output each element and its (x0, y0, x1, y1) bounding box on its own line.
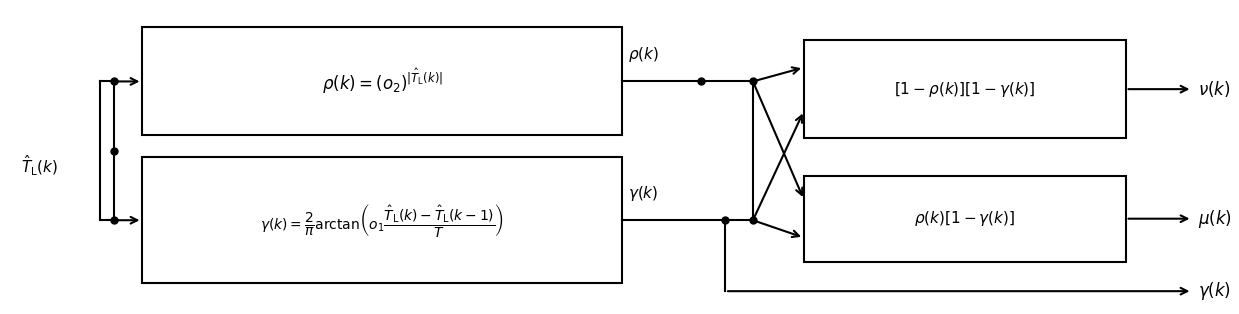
Text: $\gamma(k)$: $\gamma(k)$ (1198, 280, 1232, 302)
FancyBboxPatch shape (804, 40, 1125, 138)
Text: $\gamma(k)$: $\gamma(k)$ (628, 184, 658, 203)
FancyBboxPatch shape (804, 176, 1125, 262)
FancyBboxPatch shape (142, 27, 622, 135)
FancyBboxPatch shape (142, 157, 622, 284)
Text: $\hat{T}_{\mathrm{L}}(k)$: $\hat{T}_{\mathrm{L}}(k)$ (21, 154, 58, 178)
Text: $\gamma(k)=\dfrac{2}{\pi}\arctan\!\left(o_1\dfrac{\hat{T}_{\mathrm{L}}(k)-\hat{T: $\gamma(k)=\dfrac{2}{\pi}\arctan\!\left(… (260, 202, 504, 239)
Text: $\nu(k)$: $\nu(k)$ (1198, 79, 1230, 99)
Text: $\rho(k)[1-\gamma(k)]$: $\rho(k)[1-\gamma(k)]$ (914, 209, 1016, 228)
Text: $\mu(k)$: $\mu(k)$ (1198, 208, 1233, 230)
Text: $[1-\rho(k)][1-\gamma(k)]$: $[1-\rho(k)][1-\gamma(k)]$ (895, 80, 1036, 99)
Text: $\rho(k)$: $\rho(k)$ (628, 46, 659, 64)
Text: $\rho(k)=(o_2)^{|\hat{T}_{\mathrm{L}}(k)|}$: $\rho(k)=(o_2)^{|\hat{T}_{\mathrm{L}}(k)… (322, 67, 442, 96)
